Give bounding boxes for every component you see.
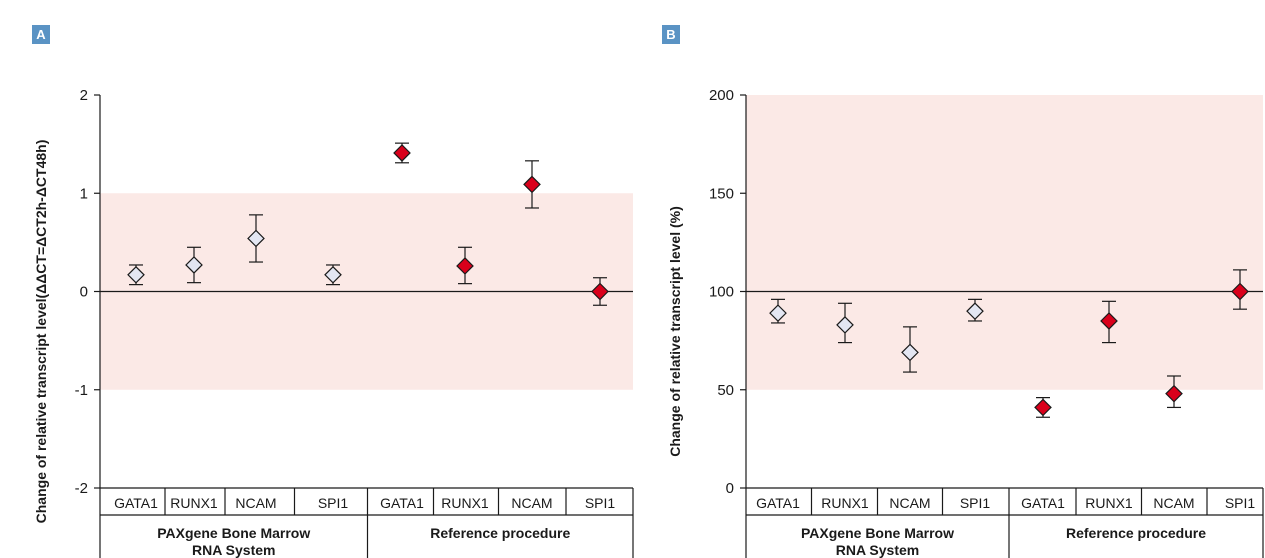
panel-a-badge: A	[32, 25, 50, 44]
y-tick-label: 150	[709, 185, 734, 202]
panel-b-badge: B	[662, 25, 680, 44]
y-tick-label: 0	[726, 480, 734, 497]
data-point	[456, 257, 474, 275]
y-axis-label: Change of relative transcript level(ΔΔCT…	[33, 140, 49, 524]
data-point	[1231, 282, 1249, 301]
category-label: SPI1	[960, 495, 991, 511]
y-tick-label: -1	[75, 382, 88, 399]
y-tick-label: 50	[717, 382, 734, 399]
category-label: GATA1	[380, 495, 424, 511]
category-label: RUNX1	[1085, 495, 1133, 511]
y-tick-label: 200	[709, 87, 734, 104]
data-point	[1165, 384, 1183, 403]
data-point	[393, 144, 411, 162]
category-label: RUNX1	[441, 495, 489, 511]
category-label: SPI1	[318, 495, 349, 511]
data-point	[1034, 398, 1052, 417]
category-label: NCAM	[1153, 495, 1194, 511]
category-label: GATA1	[114, 495, 158, 511]
category-label: NCAM	[511, 495, 552, 511]
y-tick-label: 1	[80, 185, 88, 202]
category-label: NCAM	[235, 495, 276, 511]
category-label: GATA1	[756, 495, 800, 511]
data-point	[1100, 312, 1118, 330]
category-label: SPI1	[1225, 495, 1256, 511]
y-tick-label: -2	[75, 480, 88, 497]
data-point	[127, 265, 145, 284]
panel-a-plot: -2 -1 0 1 2 Change of relative transcript lev…	[33, 87, 634, 558]
category-label: GATA1	[1021, 495, 1065, 511]
category-label: RUNX1	[170, 495, 218, 511]
category-label: NCAM	[889, 495, 930, 511]
data-point	[769, 304, 787, 322]
data-point	[966, 302, 984, 320]
data-point	[591, 282, 609, 301]
group-label: Reference procedure	[1066, 525, 1206, 541]
data-point	[324, 265, 342, 284]
data-point	[523, 175, 541, 194]
group-label: PAXgene Bone Marrow RNA System	[801, 525, 954, 558]
data-point	[185, 256, 203, 274]
y-tick-label: 0	[80, 284, 88, 301]
data-point	[901, 343, 919, 362]
acceptance-band	[746, 95, 1263, 390]
data-point	[247, 229, 265, 248]
group-label: PAXgene Bone Marrow RNA System	[157, 525, 310, 558]
group-label: Reference procedure	[430, 525, 570, 541]
data-point	[836, 316, 854, 334]
category-label: RUNX1	[821, 495, 869, 511]
y-tick-label: 100	[709, 284, 734, 301]
y-axis-label: Change of relative transcript level (%)	[667, 206, 683, 457]
y-tick-label: 2	[80, 87, 88, 104]
category-label: SPI1	[585, 495, 616, 511]
panel-b-plot: 0 50 100 150 200 Change of relative transcrip…	[667, 87, 1264, 558]
